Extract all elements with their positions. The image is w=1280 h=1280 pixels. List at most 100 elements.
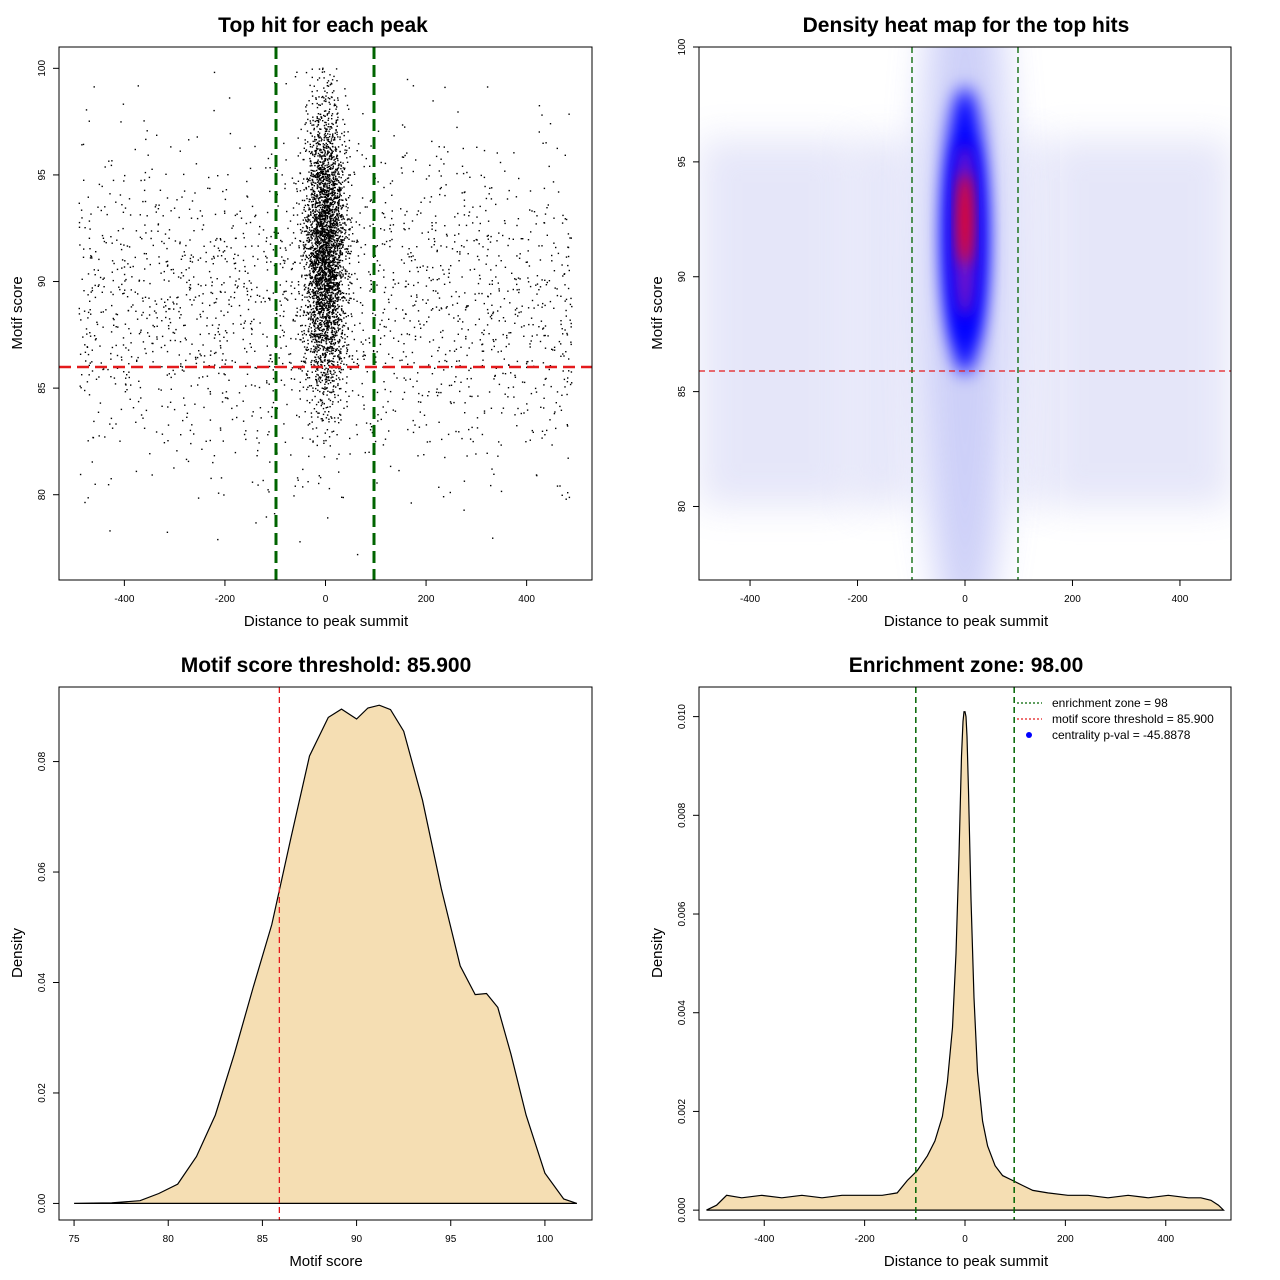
scatter-point xyxy=(107,368,109,371)
scatter-point xyxy=(313,305,315,307)
scatter-point xyxy=(320,137,322,139)
scatter-point xyxy=(327,198,329,200)
scatter-point xyxy=(326,208,328,211)
scatter-point xyxy=(345,391,347,393)
scatter-point xyxy=(559,485,561,487)
scatter-point xyxy=(570,297,572,300)
scatter-point xyxy=(466,171,468,174)
scatter-point xyxy=(514,309,517,311)
scatter-point xyxy=(251,481,254,483)
scatter-point xyxy=(300,306,303,308)
scatter-point xyxy=(137,400,140,403)
scatter-point xyxy=(417,210,420,212)
scatter-point xyxy=(233,262,236,265)
scatter-point xyxy=(307,118,309,121)
scatter-point xyxy=(321,230,323,233)
scatter-point xyxy=(234,361,236,363)
scatter-point xyxy=(412,431,415,434)
scatter-point xyxy=(153,326,156,328)
scatter-point xyxy=(327,271,329,273)
scatter-point xyxy=(320,170,322,173)
scatter-point xyxy=(401,245,404,248)
scatter-point xyxy=(208,270,211,273)
scatter-point xyxy=(227,311,229,313)
scatter-point xyxy=(312,345,315,347)
scatter-point xyxy=(351,330,353,333)
scatter-point xyxy=(334,234,337,237)
scatter-point xyxy=(339,399,342,401)
scatter-point xyxy=(420,201,422,203)
scatter-point xyxy=(326,414,329,416)
scatter-point xyxy=(322,294,324,296)
scatter-point xyxy=(310,161,312,163)
scatter-point xyxy=(329,142,331,144)
scatter-point xyxy=(236,287,238,289)
scatter-point xyxy=(79,353,82,355)
scatter-point xyxy=(538,289,540,291)
scatter-point xyxy=(168,237,170,239)
scatter-point xyxy=(505,345,507,348)
scatter-point xyxy=(412,419,414,422)
scatter-point xyxy=(310,363,312,366)
scatter-point xyxy=(309,221,312,223)
scatter-point xyxy=(303,178,305,180)
scatter-point xyxy=(308,377,311,379)
scatter-point xyxy=(538,131,540,133)
scatter-point xyxy=(342,275,344,277)
scatter-point xyxy=(316,106,319,109)
scatter-point xyxy=(326,291,328,294)
scatter-point xyxy=(420,327,422,329)
scatter-point xyxy=(525,363,528,365)
scatter-point xyxy=(314,218,316,220)
scatter-point xyxy=(531,299,534,302)
scatter-point xyxy=(317,160,319,163)
scatter-point xyxy=(173,272,175,274)
scatter-point xyxy=(322,277,324,279)
scatter-point xyxy=(337,265,339,268)
scatter-point xyxy=(87,440,89,442)
scatter-point xyxy=(328,110,330,113)
scatter-point xyxy=(316,241,319,243)
scatter-point xyxy=(124,383,127,385)
scatter-point xyxy=(326,175,329,178)
scatter-point xyxy=(317,159,319,161)
scatter-point xyxy=(454,381,456,383)
scatter-point xyxy=(144,200,147,203)
scatter-point xyxy=(243,237,245,239)
scatter-point xyxy=(307,288,309,290)
scatter-point xyxy=(330,266,332,269)
scatter-point xyxy=(320,191,322,193)
scatter-point xyxy=(334,323,337,326)
scatter-point xyxy=(325,189,327,191)
scatter-point xyxy=(196,217,199,220)
scatter-point xyxy=(321,251,324,253)
scatter-point xyxy=(347,284,350,286)
scatter-point xyxy=(318,270,321,272)
scatter-point xyxy=(504,170,506,172)
scatter-point xyxy=(259,407,262,409)
scatter-point xyxy=(257,449,259,452)
scatter-point xyxy=(324,266,326,268)
scatter-point xyxy=(334,195,336,197)
scatter-point xyxy=(180,434,182,436)
scatter-point xyxy=(446,235,448,237)
scatter-point xyxy=(507,387,510,389)
scatter-point xyxy=(224,291,226,293)
scatter-point xyxy=(336,320,339,323)
scatter-point xyxy=(317,374,319,376)
scatter-point xyxy=(342,292,345,294)
scatter-point xyxy=(324,260,327,262)
scatter-point xyxy=(169,308,171,310)
scatter-point xyxy=(344,123,346,125)
scatter-point xyxy=(220,239,222,241)
scatter-point xyxy=(556,288,558,290)
scatter-point xyxy=(309,288,311,291)
scatter-point xyxy=(315,285,317,287)
scatter-point xyxy=(507,244,509,247)
scatter-point xyxy=(327,85,330,87)
scatter-point xyxy=(347,275,350,278)
scatter-point xyxy=(325,331,327,333)
scatter-point xyxy=(540,320,543,322)
scatter-point xyxy=(516,283,518,286)
scatter-point xyxy=(428,364,430,366)
